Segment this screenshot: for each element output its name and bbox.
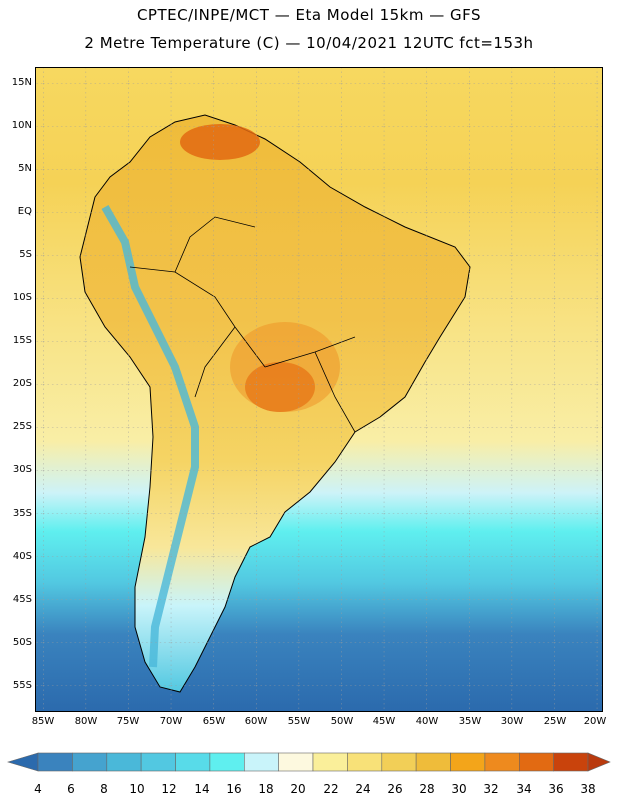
lon-label: 70W	[159, 716, 183, 727]
colorbar-label: 30	[451, 782, 467, 796]
lon-label: 80W	[74, 716, 98, 727]
colorbar-segment	[278, 752, 314, 772]
colorbar-label: 18	[258, 782, 274, 796]
lat-label: 50S	[12, 637, 32, 648]
lon-label: 55W	[287, 716, 311, 727]
lon-label: 60W	[244, 716, 268, 727]
lon-label: 65W	[202, 716, 226, 727]
colorbar-label: 22	[323, 782, 339, 796]
lat-label: 5N	[18, 163, 32, 174]
colorbar-label: 34	[516, 782, 532, 796]
colorbar-segment	[415, 752, 451, 772]
colorbar-segment	[518, 752, 554, 772]
lat-label: 30S	[12, 464, 32, 475]
lat-label: 10S	[12, 292, 32, 303]
lon-label: 45W	[372, 716, 396, 727]
colorbar-segment	[381, 752, 417, 772]
colorbar-label: 24	[355, 782, 371, 796]
lat-label: 35S	[12, 508, 32, 519]
colorbar-label: 8	[100, 782, 108, 796]
lon-label: 25W	[543, 716, 567, 727]
colorbar-segment	[106, 752, 142, 772]
colorbar-label: 6	[67, 782, 75, 796]
temperature-map	[35, 67, 603, 712]
colorbar-left-arrow	[6, 752, 39, 772]
colorbar-label: 26	[387, 782, 403, 796]
colorbar-label: 10	[129, 782, 145, 796]
colorbar-segment	[209, 752, 245, 772]
lat-label: 20S	[12, 378, 32, 389]
lat-label: 10N	[11, 120, 32, 131]
lat-label: 45S	[12, 594, 32, 605]
colorbar-segment	[244, 752, 280, 772]
colorbar-label: 28	[419, 782, 435, 796]
lat-label: 40S	[12, 551, 32, 562]
colorbar-label: 12	[161, 782, 177, 796]
lat-label: EQ	[17, 206, 32, 217]
lon-label: 50W	[330, 716, 354, 727]
colorbar-segment	[553, 752, 589, 772]
colorbar-segment	[37, 752, 73, 772]
lon-label: 35W	[458, 716, 482, 727]
lon-label: 75W	[116, 716, 140, 727]
colorbar-segment	[450, 752, 486, 772]
colorbar-segment	[347, 752, 383, 772]
lon-label: 85W	[31, 716, 55, 727]
lat-label: 15N	[11, 77, 32, 88]
map-title: CPTEC/INPE/MCT — Eta Model 15km — GFS	[136, 6, 482, 24]
lon-label: 30W	[500, 716, 524, 727]
colorbar-label: 16	[226, 782, 242, 796]
map-subtitle: 2 Metre Temperature (C) — 10/04/2021 12U…	[84, 34, 534, 52]
colorbar-segment	[140, 752, 176, 772]
colorbar-label: 32	[483, 782, 499, 796]
colorbar-label: 20	[290, 782, 306, 796]
lat-label: 15S	[12, 335, 32, 346]
colorbar-label: 4	[34, 782, 42, 796]
colorbar-label: 38	[580, 782, 596, 796]
colorbar-segment	[312, 752, 348, 772]
colorbar-segment	[175, 752, 211, 772]
colorbar-segment	[484, 752, 520, 772]
lat-label: 25S	[12, 421, 32, 432]
colorbar-label: 14	[194, 782, 210, 796]
lon-label: 40W	[415, 716, 439, 727]
colorbar	[6, 752, 611, 772]
colorbar-label: 36	[548, 782, 564, 796]
lat-label: 55S	[12, 680, 32, 691]
colorbar-segment	[72, 752, 108, 772]
lat-label: 5S	[19, 249, 32, 260]
colorbar-right-arrow	[587, 752, 611, 772]
lon-label: 20W	[583, 716, 607, 727]
